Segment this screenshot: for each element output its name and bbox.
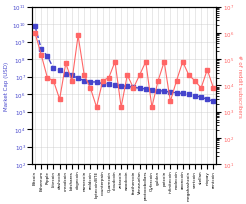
Y-axis label: # of reddit subscribers: # of reddit subscribers bbox=[237, 55, 242, 117]
Y-axis label: Market Cap (USD): Market Cap (USD) bbox=[4, 62, 9, 110]
